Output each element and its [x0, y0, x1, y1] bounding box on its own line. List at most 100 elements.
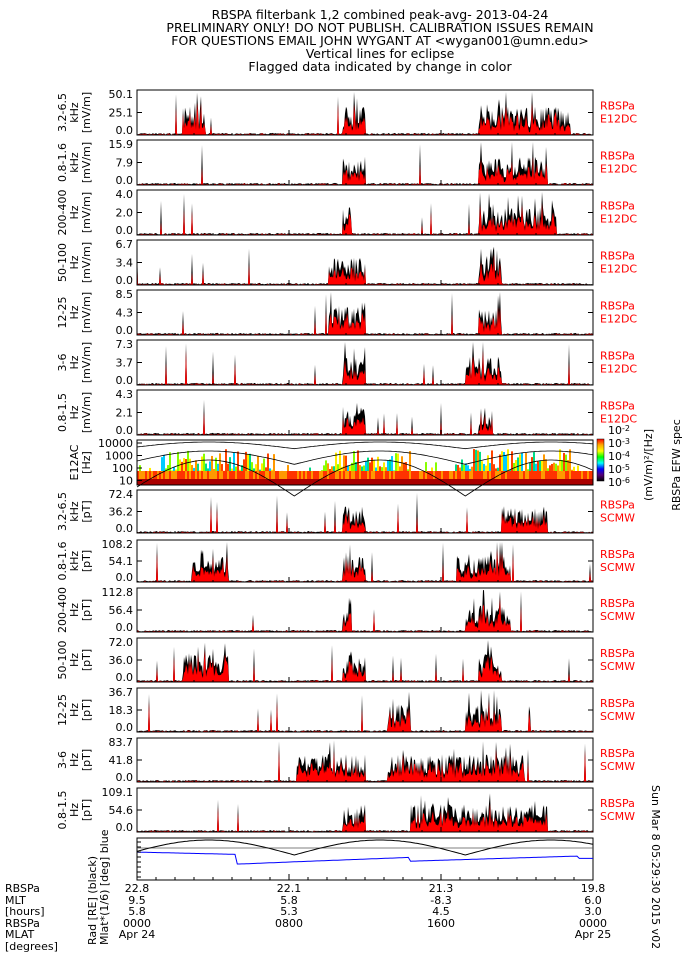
y-tick-label: 25.1	[109, 107, 134, 120]
spectrogram-cell	[221, 479, 223, 485]
instrument-label: E12DC	[600, 263, 637, 276]
spectrogram-cell	[423, 471, 425, 479]
spectrogram-cell	[345, 471, 347, 479]
spectrogram-cell	[541, 471, 543, 479]
spectrogram-cell	[557, 471, 559, 479]
spectrogram-cell	[239, 471, 241, 479]
spectrogram-cell	[269, 468, 271, 471]
spectrogram-cell	[379, 471, 381, 479]
spectrogram-cell	[493, 479, 495, 485]
y-tick-label: 36.7	[109, 686, 134, 699]
spectrogram-cell	[393, 470, 395, 471]
spectrogram-cell	[337, 471, 339, 479]
spectrogram-cell	[587, 471, 589, 479]
y-tick-label: 6.7	[116, 238, 134, 251]
spectrogram-cell	[575, 479, 577, 485]
spectrogram-cell	[477, 471, 479, 479]
spectrogram-cell	[587, 479, 589, 485]
spectrogram-cell	[281, 479, 283, 485]
spectrogram-cell	[571, 479, 573, 485]
spectrogram-cell	[343, 479, 345, 485]
spectrogram-cell	[171, 471, 173, 479]
spectrogram-cell	[285, 479, 287, 485]
spectrogram-cell	[501, 451, 503, 471]
spectrogram-cell	[425, 462, 427, 471]
y-tick-label: 0.0	[116, 324, 134, 337]
row-label: RBSPa	[5, 883, 58, 895]
spectrogram-cell	[571, 470, 573, 471]
spectrogram-cell	[225, 479, 227, 485]
spectrogram-cell	[453, 479, 455, 485]
spectrogram-cell	[207, 471, 209, 479]
spectrogram-cell	[219, 471, 221, 479]
y-label-line: [deg] blue	[98, 829, 111, 889]
y-tick-label: 83.7	[109, 736, 134, 749]
spectrogram-cell	[469, 471, 471, 479]
spectrogram-cell	[537, 461, 539, 471]
y-label-line: [mV/m]	[80, 342, 93, 383]
spectrogram-cell	[349, 466, 351, 471]
spectrogram-cell	[273, 471, 275, 479]
spectrogram-cell	[169, 479, 171, 485]
spectrogram-cell	[445, 471, 447, 479]
spectrogram-cell	[507, 471, 509, 479]
spectrogram-cell	[251, 479, 253, 485]
instrument-label: RBSPa	[600, 548, 635, 561]
spectrogram-cell	[393, 471, 395, 479]
spectrogram-cell	[181, 479, 183, 485]
y-label-line: [mV/m]	[80, 242, 93, 283]
spectrogram-cell	[509, 479, 511, 485]
y-tick-label: 0.0	[116, 522, 134, 535]
y-tick-label: 10	[119, 475, 133, 488]
spectrogram-cell	[573, 467, 575, 471]
spectrogram-cell	[271, 470, 273, 471]
spectrogram-cell	[413, 471, 415, 479]
instrument-label: SCMW	[600, 810, 635, 823]
x-tick-rad: 19.8	[558, 883, 628, 895]
spectrogram-cell	[459, 468, 461, 471]
spectrogram-cell	[339, 451, 341, 471]
spectrogram-cell	[327, 463, 329, 471]
spectrogram-cell	[395, 471, 397, 479]
spectrogram-cell	[501, 471, 503, 479]
y-tick-label: 112.8	[102, 586, 134, 599]
spectrogram-cell	[521, 479, 523, 485]
spectrogram-cell	[513, 463, 515, 471]
spectrogram-cell	[189, 459, 191, 471]
spectrogram-cell	[319, 471, 321, 479]
spectrogram-cell	[187, 471, 189, 479]
spectrogram-cell	[189, 479, 191, 485]
instrument-label: E12DC	[600, 363, 637, 376]
spectrogram-cell	[501, 479, 503, 485]
colorbar-tick-base: 10	[608, 463, 622, 476]
spectrogram-cell	[169, 471, 171, 479]
spectrogram-cell	[373, 460, 375, 471]
spectrogram-cell	[377, 471, 379, 479]
spectrogram-cell	[367, 471, 369, 479]
spectrogram-cell	[167, 479, 169, 485]
spectrogram-cell	[535, 471, 537, 479]
spectrogram-cell	[255, 479, 257, 485]
spectrogram-cell	[305, 471, 307, 479]
spectrogram-cell	[531, 479, 533, 485]
spectrogram-cell	[359, 479, 361, 485]
spectrogram-cell	[473, 479, 475, 485]
x-tick-mlat: 5.8	[102, 906, 172, 918]
spectrogram-cell	[485, 466, 487, 471]
spectrogram-cell	[567, 471, 569, 479]
y-label-line: [pT]	[80, 699, 93, 721]
spectrogram-cell	[387, 471, 389, 479]
spectrogram-cell	[261, 479, 263, 485]
spectrogram-cell	[399, 479, 401, 485]
spectrogram-cell	[299, 479, 301, 485]
rad-line	[137, 840, 593, 855]
spectrogram-cell	[159, 471, 161, 479]
spectrogram-cell	[177, 471, 179, 479]
spectrogram-cell	[585, 471, 587, 479]
spectrogram-cell	[265, 467, 267, 471]
spectrogram-cell	[199, 471, 201, 479]
